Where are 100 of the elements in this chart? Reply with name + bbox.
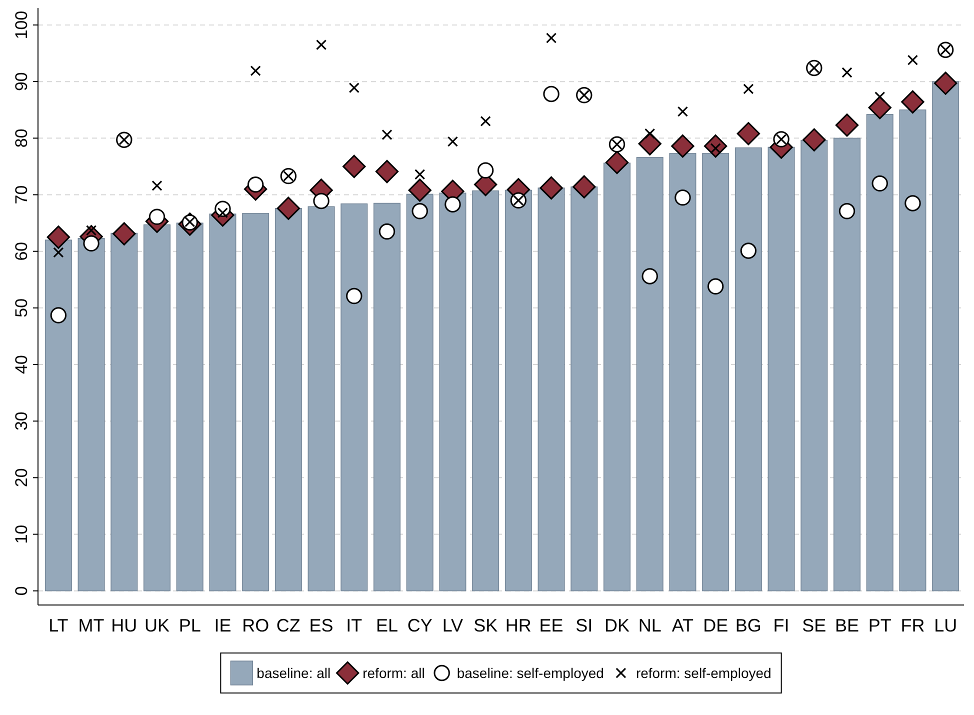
x-tick-label: FR — [900, 615, 925, 636]
point — [346, 288, 362, 304]
point — [707, 278, 724, 295]
point — [408, 178, 432, 202]
y-tick-label: 30 — [12, 412, 31, 431]
x-tick-label: LT — [48, 615, 68, 636]
x-tick-label: EE — [539, 615, 564, 636]
point — [316, 39, 327, 50]
y-tick-label: 80 — [12, 128, 31, 148]
y-tick-label: 90 — [12, 72, 31, 92]
point — [444, 196, 461, 212]
point — [907, 54, 918, 66]
bar — [800, 140, 828, 592]
x-tick-label: HR — [505, 615, 532, 636]
y-tick-label: 100 — [12, 10, 31, 40]
bar — [734, 147, 762, 592]
point — [874, 92, 886, 102]
point — [868, 96, 892, 120]
x-tick-label: IT — [346, 615, 362, 636]
point — [605, 150, 629, 174]
legend-label: baseline: self-employed — [456, 665, 604, 681]
point — [313, 192, 330, 210]
x-tick-label: RO — [242, 615, 270, 636]
x-tick-label: EL — [376, 615, 398, 636]
bar — [78, 238, 105, 592]
x-tick-label: IE — [214, 615, 232, 636]
x-tick-label: LV — [442, 615, 464, 636]
point — [644, 128, 656, 139]
point — [677, 106, 688, 117]
x-tick-label: NL — [638, 615, 662, 636]
x-tick-label: AT — [672, 615, 694, 636]
point — [276, 196, 300, 220]
x-tick-label: PT — [868, 615, 892, 636]
point — [375, 160, 399, 184]
point — [671, 134, 694, 158]
y-tick-label: 0 — [12, 586, 31, 596]
y-tick-label: 40 — [12, 355, 31, 374]
bar — [702, 153, 730, 592]
point — [901, 90, 924, 114]
x-tick-label: FI — [773, 615, 790, 636]
point — [50, 307, 67, 324]
point — [546, 32, 557, 44]
point — [152, 180, 162, 192]
legend-label: reform: all — [362, 665, 425, 681]
bar — [472, 190, 500, 592]
x-tick-label: DK — [604, 615, 630, 636]
x-tick-label: SK — [474, 615, 498, 636]
x-tick-label: BE — [834, 615, 860, 636]
point — [674, 189, 691, 206]
x-tick-label: DE — [703, 615, 728, 636]
bar — [866, 114, 894, 592]
bar — [538, 188, 565, 592]
x-tick-label: SI — [576, 615, 593, 636]
bar — [144, 224, 170, 592]
bar — [242, 213, 270, 592]
bar — [636, 157, 664, 592]
point — [447, 136, 458, 147]
point — [46, 226, 70, 249]
x-tick-label: ES — [309, 615, 334, 636]
x-tick-label: PL — [178, 615, 201, 636]
point — [247, 176, 264, 193]
bar — [374, 202, 400, 592]
bar — [834, 138, 860, 592]
point — [382, 129, 392, 140]
point — [835, 114, 859, 137]
bar — [209, 214, 236, 592]
point — [736, 122, 760, 146]
x-tick-label: LU — [934, 615, 958, 636]
y-tick-label: 50 — [12, 298, 31, 318]
bar — [604, 162, 630, 592]
point — [83, 235, 100, 252]
point — [872, 175, 888, 192]
y-tick-label: 20 — [12, 468, 31, 488]
y-tick-label: 10 — [12, 524, 31, 544]
point — [540, 176, 563, 200]
point — [638, 132, 662, 156]
point — [250, 65, 261, 76]
point — [342, 154, 366, 178]
point — [904, 195, 921, 212]
bar — [274, 208, 302, 592]
bar — [570, 186, 598, 592]
point — [572, 175, 596, 198]
point — [480, 116, 491, 126]
bar — [504, 190, 532, 592]
x-tick-label: MT — [78, 615, 104, 636]
x-tick-label: HU — [111, 615, 138, 636]
bar — [44, 240, 72, 592]
point — [842, 67, 852, 78]
bar — [176, 222, 204, 592]
x-tick-label: SE — [802, 615, 826, 636]
point — [740, 242, 757, 259]
bar — [406, 194, 434, 592]
x-tick-label: BG — [735, 615, 762, 636]
bar — [768, 146, 795, 592]
y-tick-label: 60 — [12, 242, 31, 261]
point — [348, 82, 360, 94]
y-tick-label: 70 — [12, 185, 31, 204]
point — [414, 169, 426, 180]
point — [412, 203, 428, 220]
x-tick-label: CZ — [276, 615, 300, 636]
